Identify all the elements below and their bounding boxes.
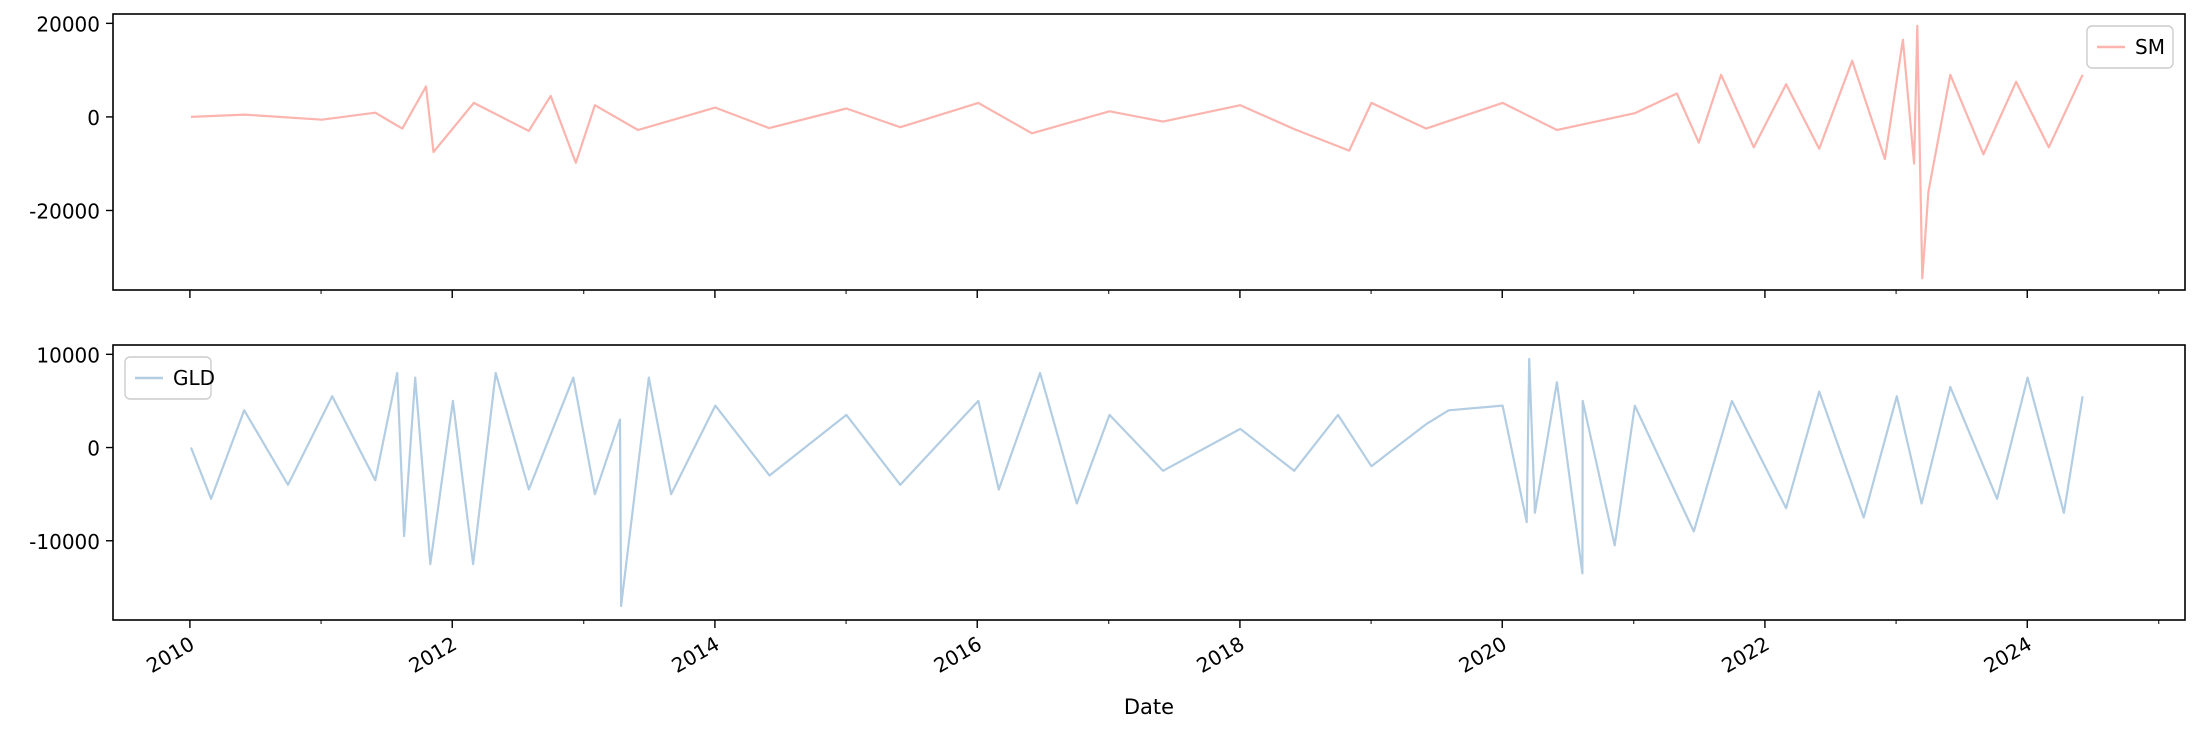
legend-label: GLD [173, 366, 215, 390]
x-tick-label: 2016 [930, 632, 986, 678]
x-tick-label: 2024 [1980, 632, 2036, 678]
series-line-gld [189, 357, 2084, 608]
axes-frame [112, 344, 2186, 621]
legend-box [2086, 25, 2174, 69]
y-tick-label: 10000 [36, 343, 100, 367]
y-tick-label: -10000 [29, 530, 100, 554]
y-tick-label: 0 [87, 437, 100, 461]
legend-label: SM [2135, 35, 2165, 59]
x-tick-label: 2020 [1455, 632, 1511, 678]
x-tick-label: 2018 [1192, 632, 1248, 678]
chart-panel-2: 10000 0 -10000 2010 2012 2014 2016 2018 2020 2022… [29, 343, 2186, 719]
y-tick-label: 20000 [36, 12, 100, 36]
series-line-sm [190, 24, 2084, 280]
legend: GLD [124, 356, 215, 400]
x-tick-label: 2010 [142, 632, 198, 678]
x-tick-label: 2014 [667, 632, 723, 678]
y-tick-label: -20000 [29, 199, 100, 223]
legend-box [124, 356, 212, 400]
chart-panel-1: 20000 0 -20000 SM [29, 12, 2186, 298]
legend: SM [2086, 25, 2174, 69]
y-tick-label: 0 [87, 106, 100, 130]
x-axis-label: Date [1124, 695, 1174, 719]
x-tick-label: 2012 [405, 632, 461, 678]
axes-frame [112, 13, 2186, 291]
x-tick-label: 2022 [1717, 632, 1773, 678]
